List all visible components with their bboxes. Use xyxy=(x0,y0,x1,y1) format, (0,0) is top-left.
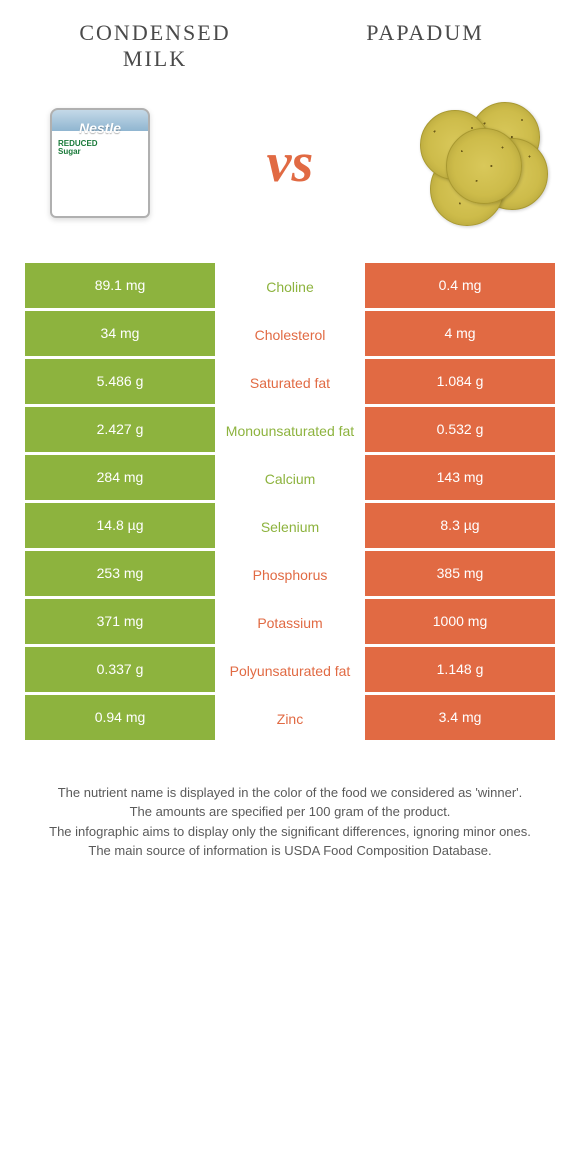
table-row: 34 mgCholesterol4 mg xyxy=(25,311,555,359)
nutrient-name: Saturated fat xyxy=(215,359,365,407)
table-row: 0.337 gPolyunsaturated fat1.148 g xyxy=(25,647,555,695)
right-value: 385 mg xyxy=(365,551,555,599)
title-left-line1: CONDENSED xyxy=(79,20,230,45)
papadum-icon xyxy=(410,98,550,228)
table-row: 284 mgCalcium143 mg xyxy=(25,455,555,503)
footer-notes: The nutrient name is displayed in the co… xyxy=(0,743,580,881)
nutrient-name: Calcium xyxy=(215,455,365,503)
title-right: PAPADUM xyxy=(290,20,560,73)
condensed-milk-image xyxy=(30,93,170,233)
left-value: 0.94 mg xyxy=(25,695,215,743)
right-value: 8.3 µg xyxy=(365,503,555,551)
titles-row: CONDENSED MILK PAPADUM xyxy=(0,0,580,83)
table-row: 89.1 mgCholine0.4 mg xyxy=(25,263,555,311)
left-value: 284 mg xyxy=(25,455,215,503)
nutrient-name: Zinc xyxy=(215,695,365,743)
left-value: 2.427 g xyxy=(25,407,215,455)
footer-line: The nutrient name is displayed in the co… xyxy=(40,783,540,803)
nutrient-name: Phosphorus xyxy=(215,551,365,599)
right-value: 0.532 g xyxy=(365,407,555,455)
can-icon xyxy=(50,108,150,218)
table-row: 14.8 µgSelenium8.3 µg xyxy=(25,503,555,551)
vs-label: vs xyxy=(267,131,314,195)
right-value: 1.084 g xyxy=(365,359,555,407)
right-value: 0.4 mg xyxy=(365,263,555,311)
footer-line: The infographic aims to display only the… xyxy=(40,822,540,842)
table-row: 2.427 gMonounsaturated fat0.532 g xyxy=(25,407,555,455)
nutrient-name: Cholesterol xyxy=(215,311,365,359)
papadum-image xyxy=(410,93,550,233)
left-value: 0.337 g xyxy=(25,647,215,695)
title-left-line2: MILK xyxy=(123,46,187,71)
footer-line: The main source of information is USDA F… xyxy=(40,841,540,861)
right-value: 3.4 mg xyxy=(365,695,555,743)
right-value: 4 mg xyxy=(365,311,555,359)
nutrient-name: Potassium xyxy=(215,599,365,647)
right-value: 143 mg xyxy=(365,455,555,503)
left-value: 89.1 mg xyxy=(25,263,215,311)
right-value: 1.148 g xyxy=(365,647,555,695)
nutrient-name: Monounsaturated fat xyxy=(215,407,365,455)
title-right-text: PAPADUM xyxy=(366,20,484,45)
table-row: 0.94 mgZinc3.4 mg xyxy=(25,695,555,743)
table-row: 5.486 gSaturated fat1.084 g xyxy=(25,359,555,407)
left-value: 14.8 µg xyxy=(25,503,215,551)
left-value: 5.486 g xyxy=(25,359,215,407)
footer-line: The amounts are specified per 100 gram o… xyxy=(40,802,540,822)
images-row: vs xyxy=(0,83,580,263)
nutrient-name: Choline xyxy=(215,263,365,311)
left-value: 371 mg xyxy=(25,599,215,647)
table-row: 371 mgPotassium1000 mg xyxy=(25,599,555,647)
nutrient-name: Selenium xyxy=(215,503,365,551)
nutrient-table: 89.1 mgCholine0.4 mg34 mgCholesterol4 mg… xyxy=(25,263,555,743)
title-left: CONDENSED MILK xyxy=(20,20,290,73)
left-value: 34 mg xyxy=(25,311,215,359)
left-value: 253 mg xyxy=(25,551,215,599)
table-row: 253 mgPhosphorus385 mg xyxy=(25,551,555,599)
right-value: 1000 mg xyxy=(365,599,555,647)
nutrient-name: Polyunsaturated fat xyxy=(215,647,365,695)
